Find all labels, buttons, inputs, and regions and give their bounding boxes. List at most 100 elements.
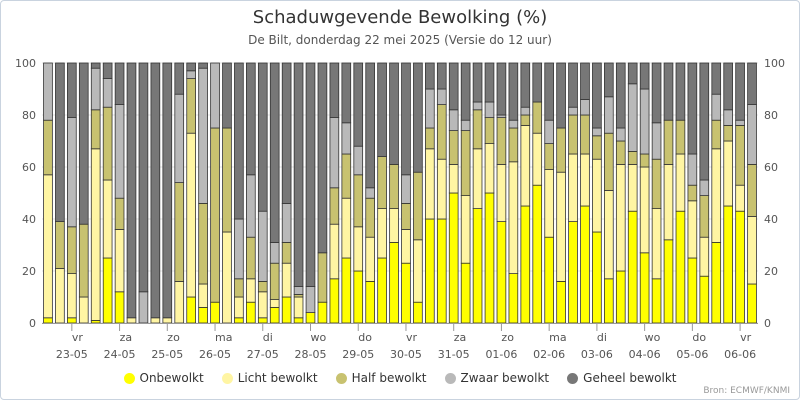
bar-segment-licht-bewolkt[interactable]	[365, 236, 375, 282]
bar-segment-licht-bewolkt[interactable]	[532, 132, 543, 186]
bar-segment-onbewolkt[interactable]	[401, 262, 411, 324]
bar-segment-licht-bewolkt[interactable]	[615, 163, 626, 272]
bar-segment-licht-bewolkt[interactable]	[472, 148, 483, 210]
bar-segment-geheel-bewolkt[interactable]	[257, 62, 268, 212]
bar-segment-half-bewolkt[interactable]	[627, 150, 638, 165]
bar-segment-licht-bewolkt[interactable]	[90, 148, 101, 321]
bar-segment-onbewolkt[interactable]	[651, 278, 662, 324]
bar-segment-zwaar-bewolkt[interactable]	[305, 286, 316, 314]
bar-segment-half-bewolkt[interactable]	[544, 143, 554, 171]
bar-segment-half-bewolkt[interactable]	[592, 135, 602, 160]
bar-segment-geheel-bewolkt[interactable]	[365, 62, 375, 189]
bar-segment-geheel-bewolkt[interactable]	[580, 62, 590, 100]
legend-item-zwaar-bewolkt[interactable]: Zwaar bewolkt	[444, 371, 549, 385]
bar-segment-onbewolkt[interactable]	[377, 257, 387, 324]
bar-segment-onbewolkt[interactable]	[568, 221, 578, 324]
bar-segment-zwaar-bewolkt[interactable]	[186, 70, 196, 80]
bar-segment-zwaar-bewolkt[interactable]	[43, 62, 53, 121]
bar-segment-zwaar-bewolkt[interactable]	[651, 122, 662, 160]
bar-segment-onbewolkt[interactable]	[210, 301, 220, 324]
bar-segment-licht-bewolkt[interactable]	[711, 148, 722, 243]
bar-segment-geheel-bewolkt[interactable]	[114, 62, 125, 105]
bar-segment-licht-bewolkt[interactable]	[699, 236, 710, 277]
bar-segment-half-bewolkt[interactable]	[460, 130, 471, 197]
bar-segment-geheel-bewolkt[interactable]	[520, 62, 531, 108]
bar-segment-half-bewolkt[interactable]	[43, 119, 53, 176]
bar-segment-zwaar-bewolkt[interactable]	[508, 119, 519, 129]
bar-segment-geheel-bewolkt[interactable]	[293, 62, 304, 288]
bar-segment-licht-bewolkt[interactable]	[436, 158, 447, 220]
bar-segment-geheel-bewolkt[interactable]	[747, 62, 757, 105]
bar-segment-licht-bewolkt[interactable]	[556, 171, 566, 282]
bar-segment-licht-bewolkt[interactable]	[174, 280, 185, 324]
bar-segment-geheel-bewolkt[interactable]	[448, 62, 459, 111]
bar-segment-zwaar-bewolkt[interactable]	[425, 88, 435, 129]
bar-segment-geheel-bewolkt[interactable]	[568, 62, 578, 108]
bar-segment-half-bewolkt[interactable]	[472, 109, 483, 150]
bar-segment-licht-bewolkt[interactable]	[257, 291, 268, 319]
bar-segment-half-bewolkt[interactable]	[687, 184, 698, 202]
bar-segment-half-bewolkt[interactable]	[365, 197, 375, 238]
bar-segment-geheel-bewolkt[interactable]	[604, 62, 614, 98]
bar-segment-zwaar-bewolkt[interactable]	[246, 174, 256, 238]
bar-segment-half-bewolkt[interactable]	[102, 106, 113, 181]
bar-segment-licht-bewolkt[interactable]	[627, 163, 638, 212]
bar-segment-zwaar-bewolkt[interactable]	[520, 106, 531, 116]
bar-segment-geheel-bewolkt[interactable]	[222, 62, 232, 129]
bar-segment-zwaar-bewolkt[interactable]	[114, 104, 125, 199]
bar-segment-half-bewolkt[interactable]	[484, 117, 495, 144]
bar-segment-half-bewolkt[interactable]	[639, 153, 650, 168]
bar-segment-onbewolkt[interactable]	[281, 296, 292, 324]
bar-segment-licht-bewolkt[interactable]	[150, 317, 161, 324]
bar-segment-half-bewolkt[interactable]	[281, 241, 292, 264]
bar-segment-licht-bewolkt[interactable]	[735, 184, 745, 212]
bar-segment-half-bewolkt[interactable]	[67, 226, 77, 275]
bar-segment-geheel-bewolkt[interactable]	[281, 62, 292, 204]
bar-segment-half-bewolkt[interactable]	[425, 127, 435, 150]
bar-segment-onbewolkt[interactable]	[627, 210, 638, 324]
bar-segment-half-bewolkt[interactable]	[114, 197, 125, 230]
bar-segment-zwaar-bewolkt[interactable]	[174, 93, 185, 183]
bar-segment-licht-bewolkt[interactable]	[114, 228, 125, 293]
bar-segment-geheel-bewolkt[interactable]	[735, 62, 745, 121]
bar-segment-licht-bewolkt[interactable]	[222, 231, 232, 324]
bar-segment-half-bewolkt[interactable]	[580, 114, 590, 155]
bar-segment-zwaar-bewolkt[interactable]	[627, 83, 638, 152]
bar-segment-onbewolkt[interactable]	[198, 306, 208, 324]
bar-segment-geheel-bewolkt[interactable]	[162, 62, 173, 319]
bar-segment-geheel-bewolkt[interactable]	[472, 62, 483, 103]
bar-segment-geheel-bewolkt[interactable]	[639, 62, 650, 90]
bar-segment-half-bewolkt[interactable]	[401, 202, 411, 230]
bar-segment-zwaar-bewolkt[interactable]	[365, 187, 375, 199]
bar-segment-half-bewolkt[interactable]	[675, 119, 686, 155]
bar-segment-half-bewolkt[interactable]	[317, 252, 328, 303]
bar-segment-geheel-bewolkt[interactable]	[436, 62, 447, 90]
bar-segment-geheel-bewolkt[interactable]	[663, 62, 674, 121]
bar-segment-licht-bewolkt[interactable]	[281, 262, 292, 298]
bar-segment-onbewolkt[interactable]	[460, 262, 471, 324]
bar-segment-geheel-bewolkt[interactable]	[174, 62, 185, 95]
bar-segment-licht-bewolkt[interactable]	[329, 223, 340, 280]
bar-segment-half-bewolkt[interactable]	[663, 119, 674, 165]
bar-segment-licht-bewolkt[interactable]	[604, 189, 614, 280]
bar-segment-geheel-bewolkt[interactable]	[234, 62, 244, 220]
bar-segment-geheel-bewolkt[interactable]	[425, 62, 435, 90]
bar-segment-zwaar-bewolkt[interactable]	[472, 101, 483, 111]
bar-segment-geheel-bewolkt[interactable]	[615, 62, 626, 129]
bar-segment-half-bewolkt[interactable]	[234, 278, 244, 298]
bar-segment-zwaar-bewolkt[interactable]	[67, 117, 77, 228]
bar-segment-licht-bewolkt[interactable]	[723, 140, 733, 207]
bar-segment-zwaar-bewolkt[interactable]	[448, 109, 459, 132]
bar-segment-licht-bewolkt[interactable]	[246, 278, 256, 303]
bar-segment-geheel-bewolkt[interactable]	[711, 62, 722, 95]
bar-segment-licht-bewolkt[interactable]	[663, 163, 674, 241]
bar-segment-licht-bewolkt[interactable]	[341, 197, 352, 259]
bar-segment-onbewolkt[interactable]	[341, 257, 352, 324]
bar-segment-half-bewolkt[interactable]	[246, 236, 256, 280]
bar-segment-onbewolkt[interactable]	[592, 231, 602, 324]
bar-segment-licht-bewolkt[interactable]	[460, 195, 471, 264]
bar-segment-geheel-bewolkt[interactable]	[413, 62, 423, 173]
bar-segment-onbewolkt[interactable]	[257, 317, 268, 324]
bar-segment-zwaar-bewolkt[interactable]	[329, 117, 340, 189]
bar-segment-zwaar-bewolkt[interactable]	[341, 122, 352, 155]
